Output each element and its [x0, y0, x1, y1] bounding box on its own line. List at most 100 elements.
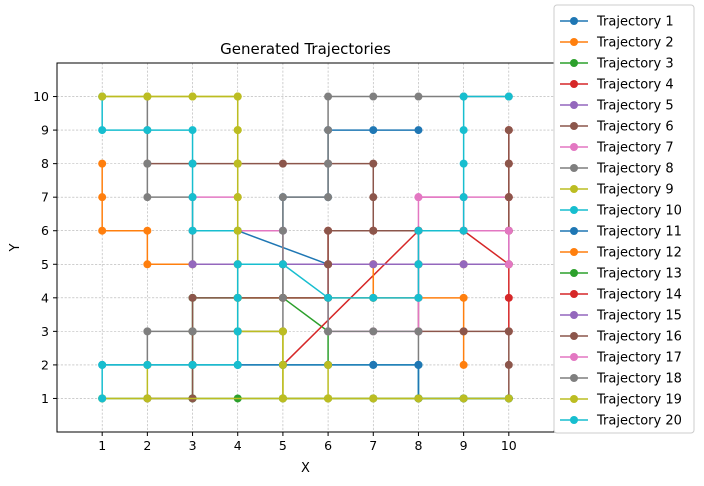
data-point [233, 92, 242, 101]
x-tick-label: 10 [501, 438, 517, 453]
data-point [414, 293, 423, 302]
series-11 [98, 360, 513, 403]
y-tick-label: 8 [41, 156, 49, 171]
data-point [98, 360, 107, 369]
legend-label: Trajectory 6 [596, 120, 674, 135]
legend-swatch-marker [570, 80, 578, 88]
legend-item: Trajectory 5 [560, 99, 674, 114]
series-line [101, 95, 510, 400]
legend-swatch-marker [570, 143, 578, 151]
x-tick-label: 9 [460, 438, 468, 453]
data-point [459, 327, 468, 336]
legend-swatch-marker [570, 395, 578, 403]
series-3 [188, 293, 333, 403]
legend-label: Trajectory 1 [596, 15, 674, 30]
y-tick-label: 6 [41, 223, 49, 238]
legend-label: Trajectory 9 [596, 183, 674, 198]
data-point [414, 360, 423, 369]
y-tick-label: 7 [41, 190, 49, 205]
legend-item: Trajectory 6 [560, 120, 674, 135]
data-point [188, 360, 197, 369]
legend-item: Trajectory 10 [560, 204, 682, 219]
data-point [324, 126, 333, 135]
data-point [143, 126, 152, 135]
data-point [143, 327, 152, 336]
data-point [143, 159, 152, 168]
legend-item: Trajectory 20 [560, 414, 682, 429]
legend-item: Trajectory 16 [560, 330, 682, 345]
data-point [278, 159, 287, 168]
legend-swatch-marker [570, 17, 578, 25]
data-point [414, 327, 423, 336]
data-point [324, 327, 333, 336]
legend-item: Trajectory 2 [560, 36, 674, 51]
series-line [101, 95, 509, 399]
y-tick-label: 1 [41, 391, 49, 406]
data-point [188, 260, 197, 269]
data-point [324, 394, 333, 403]
data-point [459, 360, 468, 369]
legend-label: Trajectory 4 [596, 78, 674, 93]
series-line [237, 263, 509, 299]
legend-item: Trajectory 9 [560, 183, 674, 198]
legend-label: Trajectory 2 [596, 36, 674, 51]
x-tick-label: 2 [143, 438, 151, 453]
data-point [369, 159, 378, 168]
data-point [414, 260, 423, 269]
legend-swatch-marker [570, 374, 578, 382]
x-tick-label: 6 [324, 438, 332, 453]
series-line [101, 96, 509, 400]
x-tick-label: 1 [98, 438, 106, 453]
series-line [102, 364, 509, 400]
data-point [188, 327, 197, 336]
legend-swatch-marker [570, 101, 578, 109]
legend-label: Trajectory 14 [596, 288, 682, 303]
y-tick-label: 5 [41, 257, 49, 272]
data-point [369, 394, 378, 403]
data-point [188, 126, 197, 135]
legend-swatch-marker [570, 164, 578, 172]
legend-swatch-marker [570, 290, 578, 298]
legend-label: Trajectory 18 [596, 372, 682, 387]
data-point [98, 126, 107, 135]
series-20 [98, 92, 513, 403]
data-point [369, 360, 378, 369]
legend-label: Trajectory 19 [596, 393, 682, 408]
legend-item: Trajectory 12 [560, 246, 682, 261]
data-point [188, 92, 197, 101]
x-tick-label: 8 [414, 438, 422, 453]
data-point [188, 159, 197, 168]
legend-item: Trajectory 19 [560, 393, 682, 408]
legend-label: Trajectory 15 [596, 309, 682, 324]
x-tick-label: 4 [234, 438, 242, 453]
legend-item: Trajectory 15 [560, 309, 682, 324]
data-point [143, 360, 152, 369]
data-point [504, 360, 513, 369]
data-point [504, 92, 513, 101]
data-point [369, 126, 378, 135]
legend-label: Trajectory 3 [596, 57, 674, 72]
data-point [278, 260, 287, 269]
data-point [233, 260, 242, 269]
data-point [459, 159, 468, 168]
data-point [98, 394, 107, 403]
series-18 [143, 92, 513, 369]
y-tick-label: 4 [41, 290, 49, 305]
legend-swatch-marker [570, 332, 578, 340]
data-point [414, 394, 423, 403]
data-point [98, 226, 107, 235]
legend-swatch-marker [570, 227, 578, 235]
legend-label: Trajectory 20 [596, 414, 682, 429]
legend-label: Trajectory 5 [596, 99, 674, 114]
data-point [278, 193, 287, 202]
data-point [504, 126, 513, 135]
data-point [369, 293, 378, 302]
legend-swatch-marker [570, 311, 578, 319]
x-tick-label: 5 [279, 438, 287, 453]
legend-item: Trajectory 3 [560, 57, 674, 72]
data-point [459, 226, 468, 235]
series-line [102, 95, 419, 400]
legend-swatch-marker [570, 248, 578, 256]
data-point [278, 327, 287, 336]
